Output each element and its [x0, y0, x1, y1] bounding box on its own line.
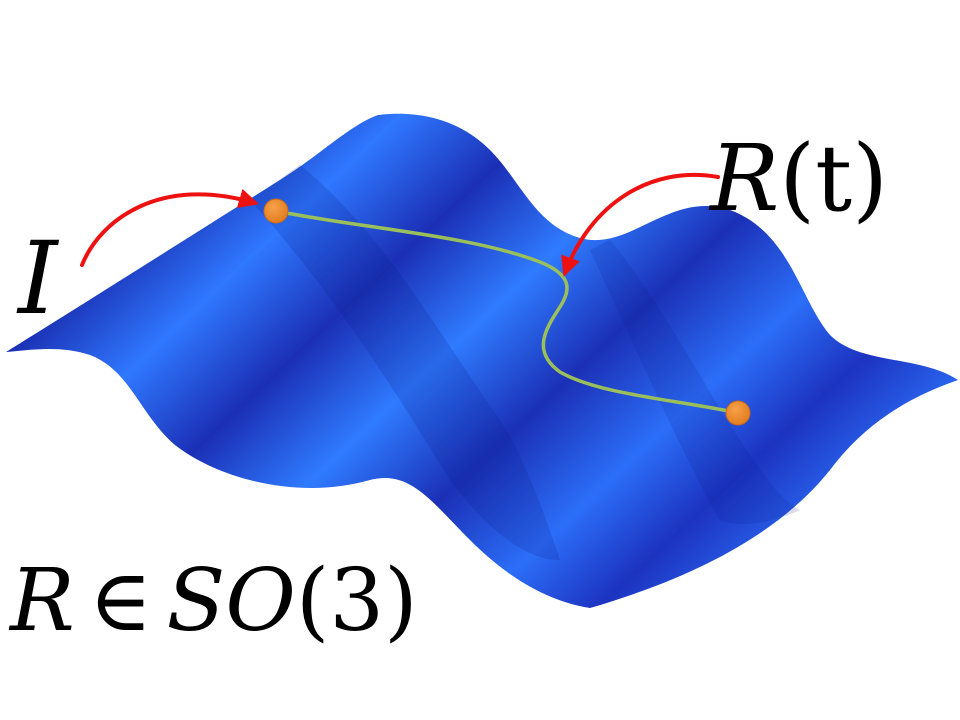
- path-label-var: R: [708, 125, 779, 232]
- set-label-in: ∈: [89, 551, 153, 651]
- set-label: R ∈ SO(3): [8, 551, 418, 651]
- set-label-group: SO: [166, 551, 295, 651]
- end-point: [725, 400, 751, 426]
- start-point: [263, 198, 289, 224]
- surface-shading-band: [590, 240, 800, 525]
- set-label-var: R: [8, 551, 75, 651]
- manifold-surface: [6, 113, 958, 609]
- arrow-to-start-point: [80, 188, 259, 267]
- arrow-to-path: [561, 172, 720, 277]
- path-label-arg: (t): [779, 125, 888, 232]
- set-label-arg: (3): [296, 551, 418, 651]
- trajectory-path: [274, 209, 740, 415]
- start-label: I: [16, 220, 60, 337]
- path-label: R(t): [708, 125, 888, 232]
- surface-shading-band: [250, 165, 560, 560]
